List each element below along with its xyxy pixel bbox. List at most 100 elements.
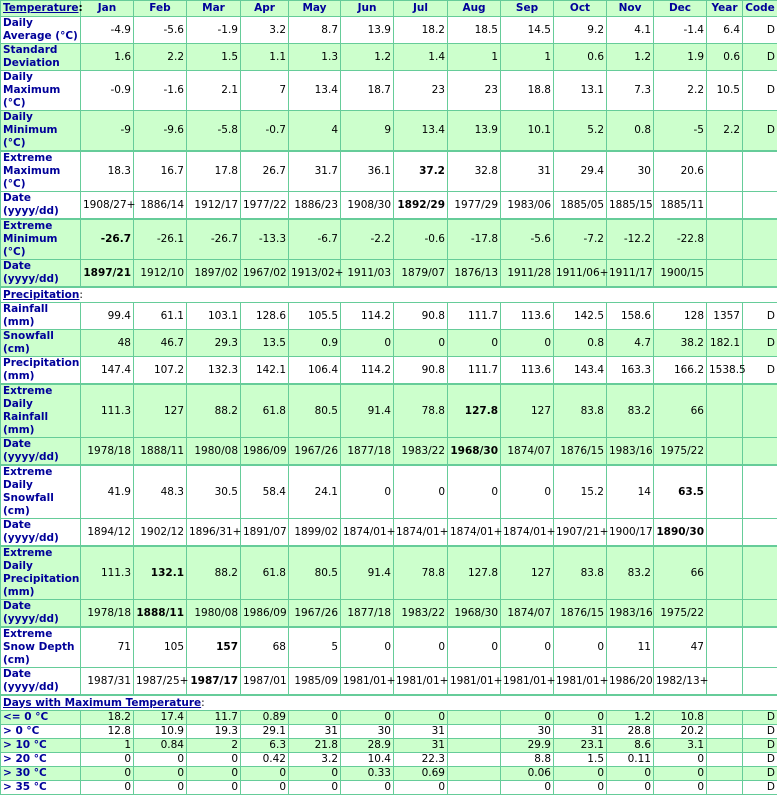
cell: 10.1 [501, 111, 554, 152]
cell: 12.8 [81, 725, 134, 739]
row-label: Date (yyyy/dd) [1, 438, 81, 466]
cell: -1.9 [187, 17, 241, 44]
cell: 1.2 [607, 711, 654, 725]
cell: 0 [501, 627, 554, 668]
cell: 2 [187, 739, 241, 753]
cell: 2.2 [707, 111, 743, 152]
cell [743, 260, 777, 288]
section-link[interactable]: Temperature [3, 2, 79, 14]
cell [707, 668, 743, 696]
section-suffix: : [79, 289, 83, 301]
cell: 1874/01+ [501, 519, 554, 547]
cell: 61.8 [241, 546, 289, 600]
cell: 0 [654, 753, 707, 767]
cell: -26.7 [187, 219, 241, 260]
cell [707, 260, 743, 288]
section-row: Precipitation: [1, 287, 777, 303]
section-heading: Precipitation: [1, 287, 777, 303]
cell: 38.2 [654, 330, 707, 357]
cell: 18.2 [394, 17, 448, 44]
cell: 1981/01+ [554, 668, 607, 696]
cell: 8.7 [289, 17, 341, 44]
cell: 1908/30 [341, 192, 394, 220]
cell [448, 753, 501, 767]
column-header: Aug [448, 1, 501, 17]
cell: 7.3 [607, 71, 654, 111]
cell: 83.2 [607, 546, 654, 600]
cell: D [743, 781, 777, 795]
cell [448, 711, 501, 725]
cell: 2.2 [654, 71, 707, 111]
cell: 0 [654, 767, 707, 781]
cell: 30.5 [187, 465, 241, 519]
cell: 6.4 [707, 17, 743, 44]
cell: 1874/01+ [341, 519, 394, 547]
row-label: Standard Deviation [1, 44, 81, 71]
cell: 0 [394, 711, 448, 725]
cell: 83.8 [554, 384, 607, 438]
cell: 1874/07 [501, 600, 554, 628]
column-header: Code [743, 1, 777, 17]
cell: 28.8 [607, 725, 654, 739]
row-label: Extreme Snow Depth (cm) [1, 627, 81, 668]
row-label: Snowfall (cm) [1, 330, 81, 357]
section-link[interactable]: Days with Maximum Temperature [3, 697, 201, 709]
cell: 1894/12 [81, 519, 134, 547]
cell: 1896/31+ [187, 519, 241, 547]
cell: 10.9 [134, 725, 187, 739]
cell: D [743, 753, 777, 767]
cell: 83.8 [554, 546, 607, 600]
cell: -5.6 [134, 17, 187, 44]
cell: 1977/29 [448, 192, 501, 220]
cell: 1908/27+ [81, 192, 134, 220]
cell: 1885/05 [554, 192, 607, 220]
cell [743, 151, 777, 192]
cell: 143.4 [554, 357, 607, 385]
cell: 18.8 [501, 71, 554, 111]
cell: 1975/22 [654, 438, 707, 466]
cell: -6.7 [289, 219, 341, 260]
cell: 1981/01+ [341, 668, 394, 696]
cell: 113.6 [501, 303, 554, 330]
cell: 10.4 [341, 753, 394, 767]
cell: 1897/21 [81, 260, 134, 288]
cell: 0 [501, 465, 554, 519]
row-label: Date (yyyy/dd) [1, 668, 81, 696]
cell: -5.6 [501, 219, 554, 260]
cell: 78.8 [394, 384, 448, 438]
cell: 1911/28 [501, 260, 554, 288]
cell: -7.2 [554, 219, 607, 260]
cell: 11 [607, 627, 654, 668]
cell: 128 [654, 303, 707, 330]
cell: 1888/11 [134, 438, 187, 466]
cell: 29.3 [187, 330, 241, 357]
cell: 2.1 [187, 71, 241, 111]
cell: 0 [341, 781, 394, 795]
cell: 29.4 [554, 151, 607, 192]
cell: 14.5 [501, 17, 554, 44]
row-label: Extreme Daily Snowfall (cm) [1, 465, 81, 519]
section-link[interactable]: Precipitation [3, 289, 79, 301]
cell: 1911/17 [607, 260, 654, 288]
cell: 3.2 [289, 753, 341, 767]
cell: -17.8 [448, 219, 501, 260]
cell [707, 192, 743, 220]
cell: 91.4 [341, 546, 394, 600]
cell: 37.2 [394, 151, 448, 192]
cell: 0 [654, 781, 707, 795]
cell: 0.69 [394, 767, 448, 781]
cell: -0.7 [241, 111, 289, 152]
cell: -5 [654, 111, 707, 152]
row-label: Daily Average (°C) [1, 17, 81, 44]
cell: 4.7 [607, 330, 654, 357]
cell: 0.84 [134, 739, 187, 753]
cell: 48.3 [134, 465, 187, 519]
cell: 1891/07 [241, 519, 289, 547]
